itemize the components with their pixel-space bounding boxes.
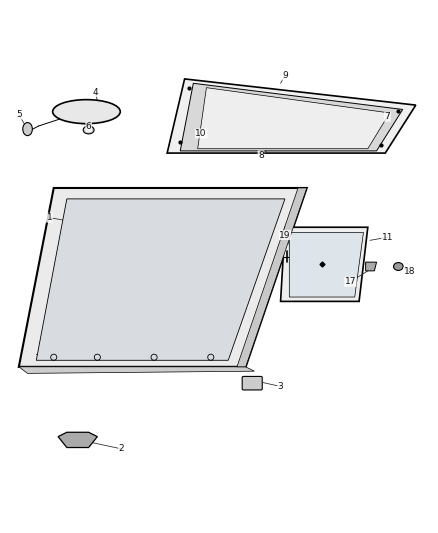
Text: 7: 7 xyxy=(384,112,389,122)
Polygon shape xyxy=(58,432,97,448)
Text: 11: 11 xyxy=(381,233,392,242)
Ellipse shape xyxy=(23,123,32,135)
Ellipse shape xyxy=(53,100,120,124)
Polygon shape xyxy=(180,83,402,151)
Polygon shape xyxy=(365,262,376,271)
Text: 6: 6 xyxy=(85,123,91,132)
Polygon shape xyxy=(167,79,415,153)
Text: 1: 1 xyxy=(46,213,52,222)
Text: 18: 18 xyxy=(403,267,414,276)
Polygon shape xyxy=(197,87,389,149)
Text: 10: 10 xyxy=(195,129,206,138)
Ellipse shape xyxy=(392,263,402,270)
Polygon shape xyxy=(237,188,306,367)
Text: 5: 5 xyxy=(16,110,21,119)
Text: 4: 4 xyxy=(92,87,98,96)
Polygon shape xyxy=(19,188,306,367)
Polygon shape xyxy=(36,199,284,360)
Ellipse shape xyxy=(83,126,94,134)
Text: 8: 8 xyxy=(258,151,263,160)
Text: 2: 2 xyxy=(118,445,124,454)
Text: 17: 17 xyxy=(344,277,355,286)
Polygon shape xyxy=(289,232,363,297)
Polygon shape xyxy=(280,227,367,301)
Text: 19: 19 xyxy=(279,231,290,240)
Text: 3: 3 xyxy=(277,382,283,391)
Polygon shape xyxy=(19,367,254,374)
Text: 9: 9 xyxy=(282,71,287,80)
FancyBboxPatch shape xyxy=(242,376,261,390)
